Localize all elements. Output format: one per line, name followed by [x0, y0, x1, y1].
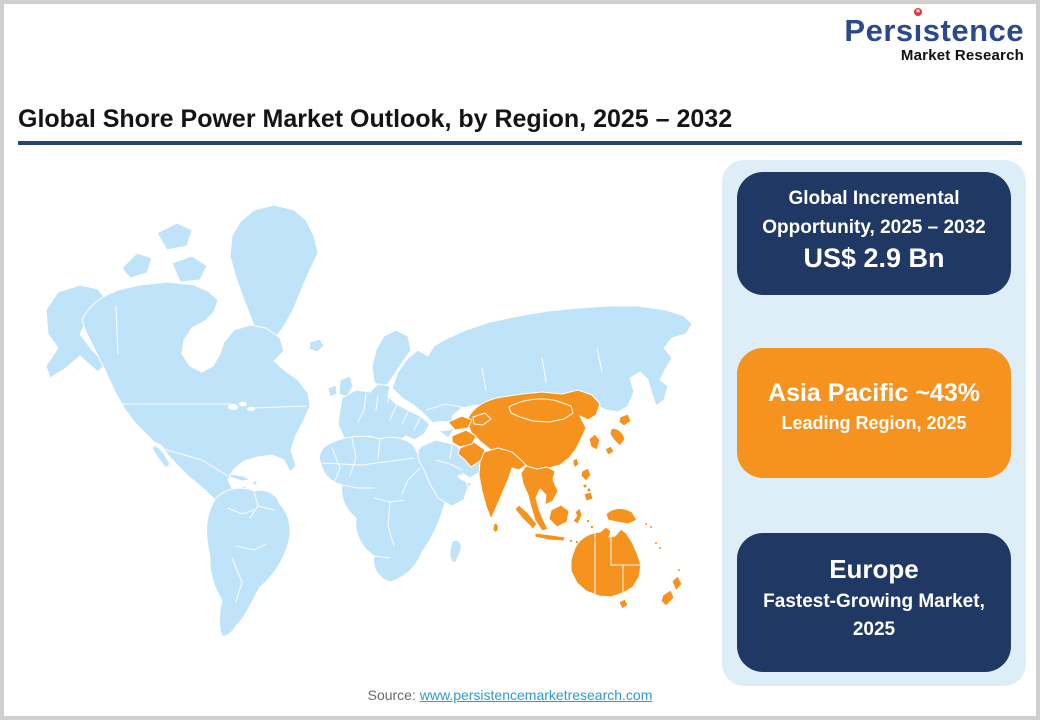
- region-greenland: [229, 204, 319, 351]
- source-line: Source: www.persistencemarketresearch.co…: [4, 687, 1016, 703]
- region-iceland: [308, 338, 325, 353]
- card-global-incremental-opportunity: Global Incremental Opportunity, 2025 – 2…: [737, 172, 1011, 295]
- source-link[interactable]: www.persistencemarketresearch.com: [419, 687, 653, 703]
- brand-name-prefix: Pers: [844, 13, 914, 48]
- source-label: Source:: [367, 687, 420, 703]
- brand-name: Persıstence: [844, 8, 1024, 48]
- brand-dotted-i: ı: [913, 8, 923, 48]
- country-tasmania: [618, 598, 629, 610]
- region-caribbean: [229, 473, 258, 486]
- countries-central-asia: [447, 412, 492, 431]
- region-north-america: [81, 281, 311, 504]
- region-ireland: [327, 384, 338, 398]
- country-taiwan: [572, 457, 580, 469]
- country-new-zealand: [660, 575, 683, 607]
- region-scandinavia: [371, 329, 412, 388]
- country-papua-new-guinea: [605, 508, 638, 525]
- brand-tagline: Market Research: [900, 47, 1024, 64]
- card-leading-region: Asia Pacific ~43% Leading Region, 2025: [737, 348, 1011, 478]
- card-fastest-growing: Europe Fastest-Growing Market, 2025: [737, 533, 1011, 672]
- brand-logo: Persıstence Market Research: [844, 8, 1024, 64]
- region-alaska: [45, 284, 113, 379]
- world-map-svg: [45, 204, 693, 637]
- brand-star-dot-icon: [914, 8, 923, 16]
- country-india: [478, 447, 527, 520]
- page-title: Global Shore Power Market Outlook, by Re…: [18, 105, 733, 133]
- card-fastest-growing-subtitle: Fastest-Growing Market, 2025: [763, 591, 985, 640]
- pacific-islands: [644, 522, 681, 572]
- country-afghanistan: [451, 429, 477, 448]
- region-uk: [338, 375, 354, 398]
- country-mongolia: [508, 398, 574, 423]
- country-pakistan: [457, 441, 486, 468]
- region-south-america: [206, 487, 291, 637]
- stats-panel: Global Incremental Opportunity, 2025 – 2…: [722, 160, 1026, 686]
- region-madagascar: [449, 539, 462, 563]
- australia-state-borders: [594, 532, 641, 596]
- country-south-korea: [588, 433, 601, 451]
- country-australia: [570, 526, 642, 598]
- card-opportunity-value: US$ 2.9 Bn: [803, 243, 945, 273]
- country-sri-lanka: [492, 522, 499, 533]
- map-region-asia-pacific-highlight: [447, 389, 683, 610]
- brand-i-letter: ı: [913, 13, 923, 48]
- region-indochina: [520, 465, 559, 532]
- country-japan: [604, 413, 632, 456]
- region-baja: [151, 443, 171, 469]
- title-underline: [18, 141, 1022, 145]
- card-fastest-growing-title: Europe: [829, 554, 919, 584]
- brand-name-suffix: stence: [922, 13, 1024, 48]
- world-map: [22, 158, 722, 693]
- card-leading-region-subtitle: Leading Region, 2025: [781, 413, 967, 433]
- card-opportunity-title: Global Incremental Opportunity, 2025 – 2…: [762, 188, 986, 238]
- region-russia: [391, 305, 693, 439]
- country-philippines: [580, 467, 594, 502]
- map-landmasses: [45, 204, 693, 637]
- card-leading-region-title: Asia Pacific ~43%: [768, 379, 980, 407]
